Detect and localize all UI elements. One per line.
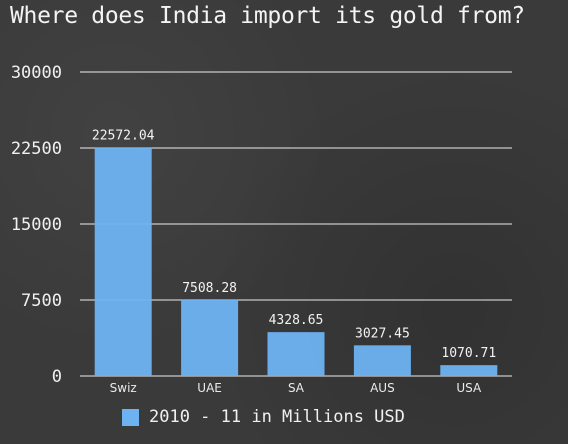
data-label-usa: 1070.71 <box>441 346 496 361</box>
bar-uae <box>181 299 239 376</box>
data-label-swiz: 22572.04 <box>92 128 155 143</box>
x-tick-label-usa: USA <box>456 381 482 395</box>
y-tick-label-3: 22500 <box>11 139 62 159</box>
x-tick-label-sa: SA <box>288 381 305 395</box>
data-label-aus: 3027.45 <box>355 326 410 341</box>
y-tick-label-0: 0 <box>52 367 62 387</box>
bar-swiz <box>94 147 152 376</box>
x-tick-label-aus: AUS <box>370 381 395 395</box>
legend-swatch <box>122 408 139 426</box>
x-tick-label-uae: UAE <box>197 381 222 395</box>
bar-usa <box>440 365 498 376</box>
y-tick-label-1: 7500 <box>21 291 62 311</box>
chart-title: Where does India import its gold from? <box>10 3 525 29</box>
data-label-uae: 7508.28 <box>182 281 237 296</box>
legend: 2010 - 11 in Millions USD <box>122 407 405 427</box>
x-tick-label-swiz: Swiz <box>110 381 137 395</box>
y-tick-label-2: 15000 <box>11 215 62 235</box>
data-label-sa: 4328.65 <box>269 313 324 328</box>
y-tick-label-4: 30000 <box>11 63 62 83</box>
bar-sa <box>267 332 325 376</box>
bar-aus <box>353 345 411 376</box>
legend-label: 2010 - 11 in Millions USD <box>149 407 405 427</box>
